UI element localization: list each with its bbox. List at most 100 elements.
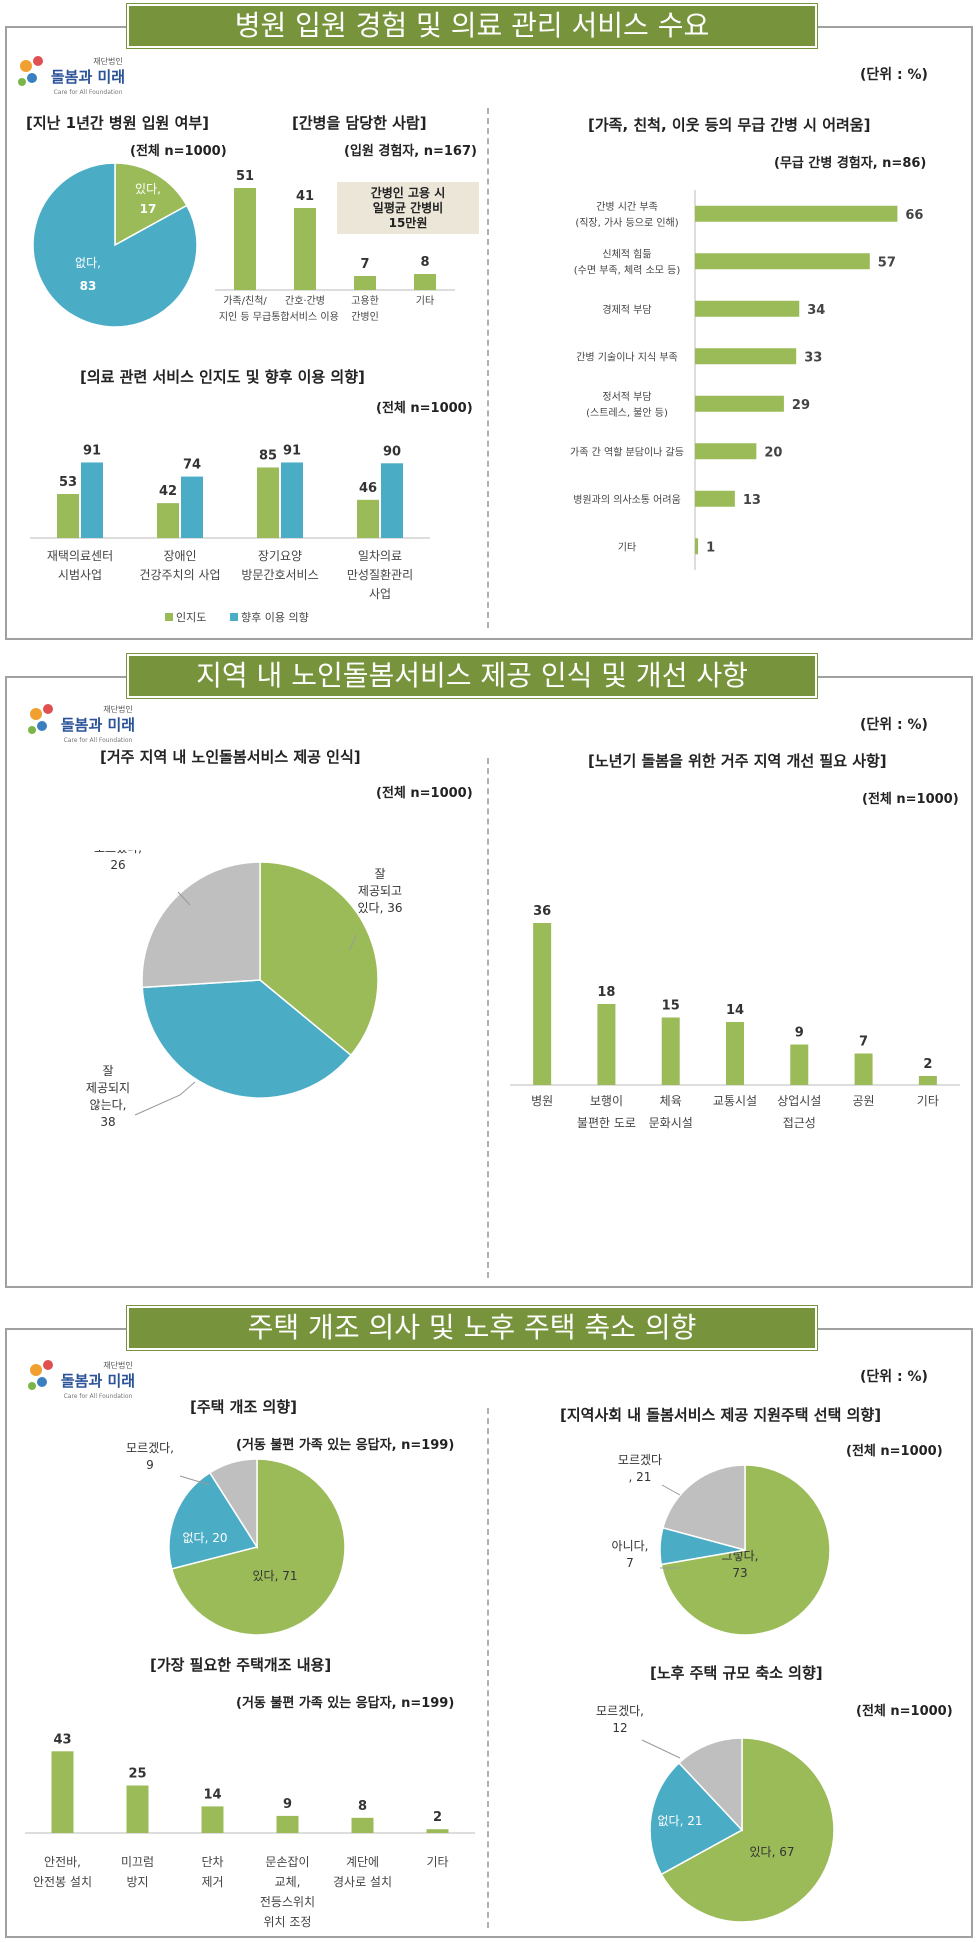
chart-subtitle: (거동 불편 가족 있는 응답자, n=199) (236, 1438, 455, 1453)
y-tick-label: (직장, 가사 등으로 인해) (575, 216, 678, 229)
bar (351, 1817, 374, 1833)
logo-dot (37, 1377, 47, 1387)
chart-subtitle: (전체 n=1000) (846, 1444, 943, 1459)
section-banner-2: 지역 내 노인돌봄서비스 제공 인식 및 개선 사항 (127, 654, 817, 698)
x-tick-label: 기타 (416, 295, 434, 307)
y-tick-label: 기타 (618, 541, 636, 553)
chart-title: [거주 지역 내 노인돌봄서비스 제공 인식] (100, 748, 361, 766)
logo-dot (30, 1364, 42, 1376)
pie-slice (662, 1464, 746, 1551)
chart-title: [노년기 돌봄을 위한 거주 지역 개선 필요 사항] (588, 752, 887, 770)
pie-slice-label: 있다, 36 (358, 901, 403, 915)
note-text: 15만원 (389, 215, 428, 230)
y-tick-label: 병원과의 의사소통 어려움 (573, 494, 681, 506)
bar-value-label: 20 (764, 445, 782, 460)
bar (57, 494, 79, 538)
pie-slice-label: 제공되지 (86, 1081, 130, 1095)
bar-value-label: 18 (597, 985, 615, 1000)
pie-slice-label: 73 (732, 1566, 747, 1580)
bar (533, 923, 552, 1085)
bar (181, 476, 203, 538)
bar (201, 1806, 224, 1833)
x-tick-label: 가족/친척/ (223, 295, 267, 307)
x-tick-label: 기타 (917, 1094, 939, 1108)
logo-small-text: 재단법인 (93, 56, 122, 66)
chart-subtitle: (전체 n=1000) (130, 144, 227, 159)
pie-slice-label: 제공되고 (358, 884, 402, 898)
bar (695, 205, 898, 222)
y-tick-label: 경제적 부담 (602, 303, 651, 316)
note-text: 일평균 간병비 (373, 200, 443, 215)
x-tick-label: 단차 (201, 1855, 223, 1869)
x-tick-label: 장애인 (163, 549, 196, 563)
chart-subtitle: (입원 경험자, n=167) (344, 144, 477, 159)
bar-value-label: 2 (433, 1810, 442, 1825)
bar-value-label: 7 (859, 1035, 868, 1050)
logo-dot (20, 60, 32, 72)
pie-leader-line (349, 934, 357, 951)
pie-leader-line (641, 1739, 681, 1759)
logo-dot (28, 1382, 36, 1390)
bar (234, 188, 256, 290)
pie-slice-label: 않는다, (90, 1098, 127, 1112)
y-tick-label: 신체적 힘듦 (602, 248, 651, 260)
pie-slice-label: 있다, 67 (750, 1845, 795, 1859)
bar (695, 300, 800, 317)
x-tick-label: 위치 조정 (264, 1915, 312, 1929)
x-tick-label: 고용한 (351, 295, 379, 307)
pie-slice (170, 1458, 346, 1636)
pie-slice-value: 17 (140, 202, 157, 216)
pie-slice-label: 있다, (135, 182, 161, 196)
bar (354, 276, 376, 290)
bar-value-label: 8 (420, 255, 429, 270)
x-tick-label: 장기요양 (258, 549, 302, 563)
admission-pie-chart: 있다, 17 없다, 83 (32, 162, 198, 328)
x-tick-label: 경사로 설치 (333, 1875, 392, 1889)
bar-value-label: 13 (743, 493, 761, 508)
section-divider-1 (487, 108, 489, 628)
chart-subtitle: (전체 n=1000) (376, 401, 473, 416)
chart-title: [가족, 친척, 이웃 등의 무급 간병 시 어려움] (588, 116, 871, 134)
bar-value-label: 1 (706, 540, 715, 555)
x-tick-label: 일차의료 (358, 549, 402, 563)
chart-subtitle: (전체 n=1000) (376, 786, 473, 801)
bar-value-label: 36 (533, 904, 551, 919)
logo-tagline: Care for All Foundation (64, 1393, 133, 1400)
pie-slice-label: 모르겠다, (94, 850, 142, 855)
bar-value-label: 15 (662, 999, 680, 1014)
bar (918, 1076, 937, 1085)
x-tick-label: 체육 (660, 1094, 682, 1108)
bar (695, 490, 735, 507)
bar (414, 274, 436, 290)
bar-value-label: 43 (53, 1732, 71, 1747)
y-tick-label: (수면 부족, 체력 소모 등) (574, 264, 681, 276)
x-tick-label: 만성질환관리 (347, 568, 413, 582)
bar (695, 443, 757, 460)
y-tick-label: 정서적 부담 (602, 391, 651, 403)
logo-dot (37, 721, 47, 731)
logo-small-text: 재단법인 (103, 1360, 132, 1370)
pie-slice-label: 잘 (374, 867, 385, 881)
x-tick-label: 기타 (426, 1855, 448, 1869)
pie-slice-label: 없다, 21 (658, 1814, 703, 1828)
logo-1: 재단법인 돌봄과 미래 Care for All Foundation (16, 52, 136, 104)
x-tick-label: 병원 (531, 1094, 553, 1108)
pie-slice-label: 26 (110, 858, 125, 872)
y-tick-label: (스트레스, 불안 등) (586, 407, 668, 419)
bar-value-label: 25 (128, 1767, 146, 1782)
pie-slice-label: 38 (100, 1115, 115, 1129)
bar (695, 395, 784, 412)
bar (854, 1053, 873, 1085)
x-tick-label: 안전봉 설치 (33, 1875, 92, 1889)
pie-slice-label: 모르겠다, (596, 1704, 644, 1718)
unit-label-1: (단위 : %) (860, 67, 928, 83)
note-box (337, 182, 479, 234)
bar-value-label: 51 (236, 170, 254, 184)
